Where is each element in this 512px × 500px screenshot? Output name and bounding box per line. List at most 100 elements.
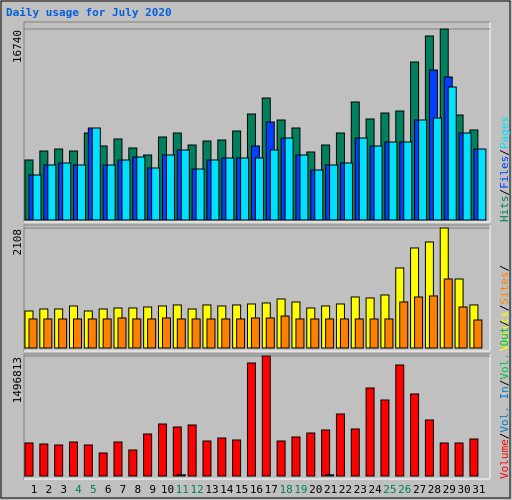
legend-separator: / <box>498 433 511 440</box>
x-tick-label: 23 <box>354 483 367 496</box>
x-tick-label: 6 <box>105 483 112 496</box>
bar <box>403 141 413 221</box>
legend-separator: / <box>498 380 511 387</box>
x-tick-label: 4 <box>75 483 82 496</box>
bar <box>147 318 157 349</box>
x-tick-label: 22 <box>339 483 352 496</box>
x-tick-label: 9 <box>149 483 156 496</box>
x-tick-label: 8 <box>134 483 141 496</box>
bar <box>314 169 324 221</box>
x-tick-label: 20 <box>309 483 322 496</box>
legend: Volume/Vol. In/Vol. Out/ <box>498 320 511 479</box>
bar <box>151 167 161 221</box>
x-tick-label: 19 <box>294 483 307 496</box>
bar <box>206 318 216 349</box>
bar <box>58 318 68 349</box>
bar <box>83 444 93 477</box>
bar <box>202 440 212 477</box>
bar <box>54 444 64 477</box>
bar <box>380 399 390 477</box>
bar <box>469 438 479 477</box>
bar <box>217 437 227 477</box>
bar <box>143 433 153 477</box>
x-tick-label: 3 <box>60 483 67 496</box>
x-tick-label: 12 <box>191 483 204 496</box>
bar <box>265 317 275 349</box>
bar <box>246 362 256 477</box>
bar <box>399 301 409 349</box>
bar <box>388 141 398 221</box>
bar <box>310 318 320 349</box>
bar <box>91 127 101 221</box>
legend-separator: / <box>498 320 511 327</box>
bar <box>102 318 112 349</box>
bar <box>414 296 424 349</box>
bar <box>473 319 483 349</box>
bar <box>76 164 86 221</box>
bar <box>432 117 442 221</box>
chart-title: Daily usage for July 2020 <box>6 6 172 19</box>
bar <box>384 318 394 349</box>
legend-entry: Volume <box>498 439 511 479</box>
bar <box>132 318 142 349</box>
bar <box>39 443 49 477</box>
x-tick-label: 7 <box>120 483 127 496</box>
x-tick-label: 27 <box>413 483 426 496</box>
x-tick-label: 31 <box>472 483 485 496</box>
x-tick-label: 2 <box>46 483 53 496</box>
bar <box>428 295 438 349</box>
bar <box>335 413 345 477</box>
bar <box>269 149 279 221</box>
legend: Visits/Sites/ <box>498 265 511 351</box>
bar <box>306 432 316 477</box>
bar <box>28 318 38 349</box>
x-tick-label: 16 <box>250 483 263 496</box>
x-tick-label: 1 <box>31 483 38 496</box>
bar <box>462 132 472 221</box>
bar <box>365 387 375 477</box>
bar <box>157 423 167 477</box>
bar <box>117 317 127 349</box>
bar <box>439 442 449 477</box>
legend-entry: Visits <box>498 311 511 351</box>
bar <box>187 424 197 477</box>
bar <box>343 162 353 221</box>
legend-separator: / <box>498 305 511 312</box>
bar <box>454 442 464 477</box>
bar <box>354 318 364 349</box>
bar <box>329 164 339 221</box>
bar <box>232 439 242 477</box>
bar <box>176 318 186 349</box>
bar <box>236 318 246 349</box>
bar <box>87 318 97 349</box>
plot-area <box>23 353 491 480</box>
bar <box>210 159 220 221</box>
bar <box>221 318 231 349</box>
bar <box>339 318 349 349</box>
bar <box>299 154 309 221</box>
bar <box>295 318 305 349</box>
legend-entry: Files <box>498 156 511 189</box>
legend-entry: Vol. Out <box>498 327 511 380</box>
bar <box>410 393 420 477</box>
bar <box>443 278 453 349</box>
bar <box>106 164 116 221</box>
bar <box>172 426 182 477</box>
x-tick-label: 15 <box>235 483 248 496</box>
x-tick-label: 11 <box>176 483 189 496</box>
bar <box>369 318 379 349</box>
bar <box>43 318 53 349</box>
bar <box>477 148 487 221</box>
bar <box>254 157 264 221</box>
x-tick-label: 5 <box>90 483 97 496</box>
bar <box>418 119 428 221</box>
bar <box>191 318 201 349</box>
bar <box>72 318 82 349</box>
bar <box>225 157 235 221</box>
bar <box>180 149 190 221</box>
bar <box>325 474 335 477</box>
bar <box>395 364 405 477</box>
bar <box>136 156 146 221</box>
bar <box>47 164 57 221</box>
